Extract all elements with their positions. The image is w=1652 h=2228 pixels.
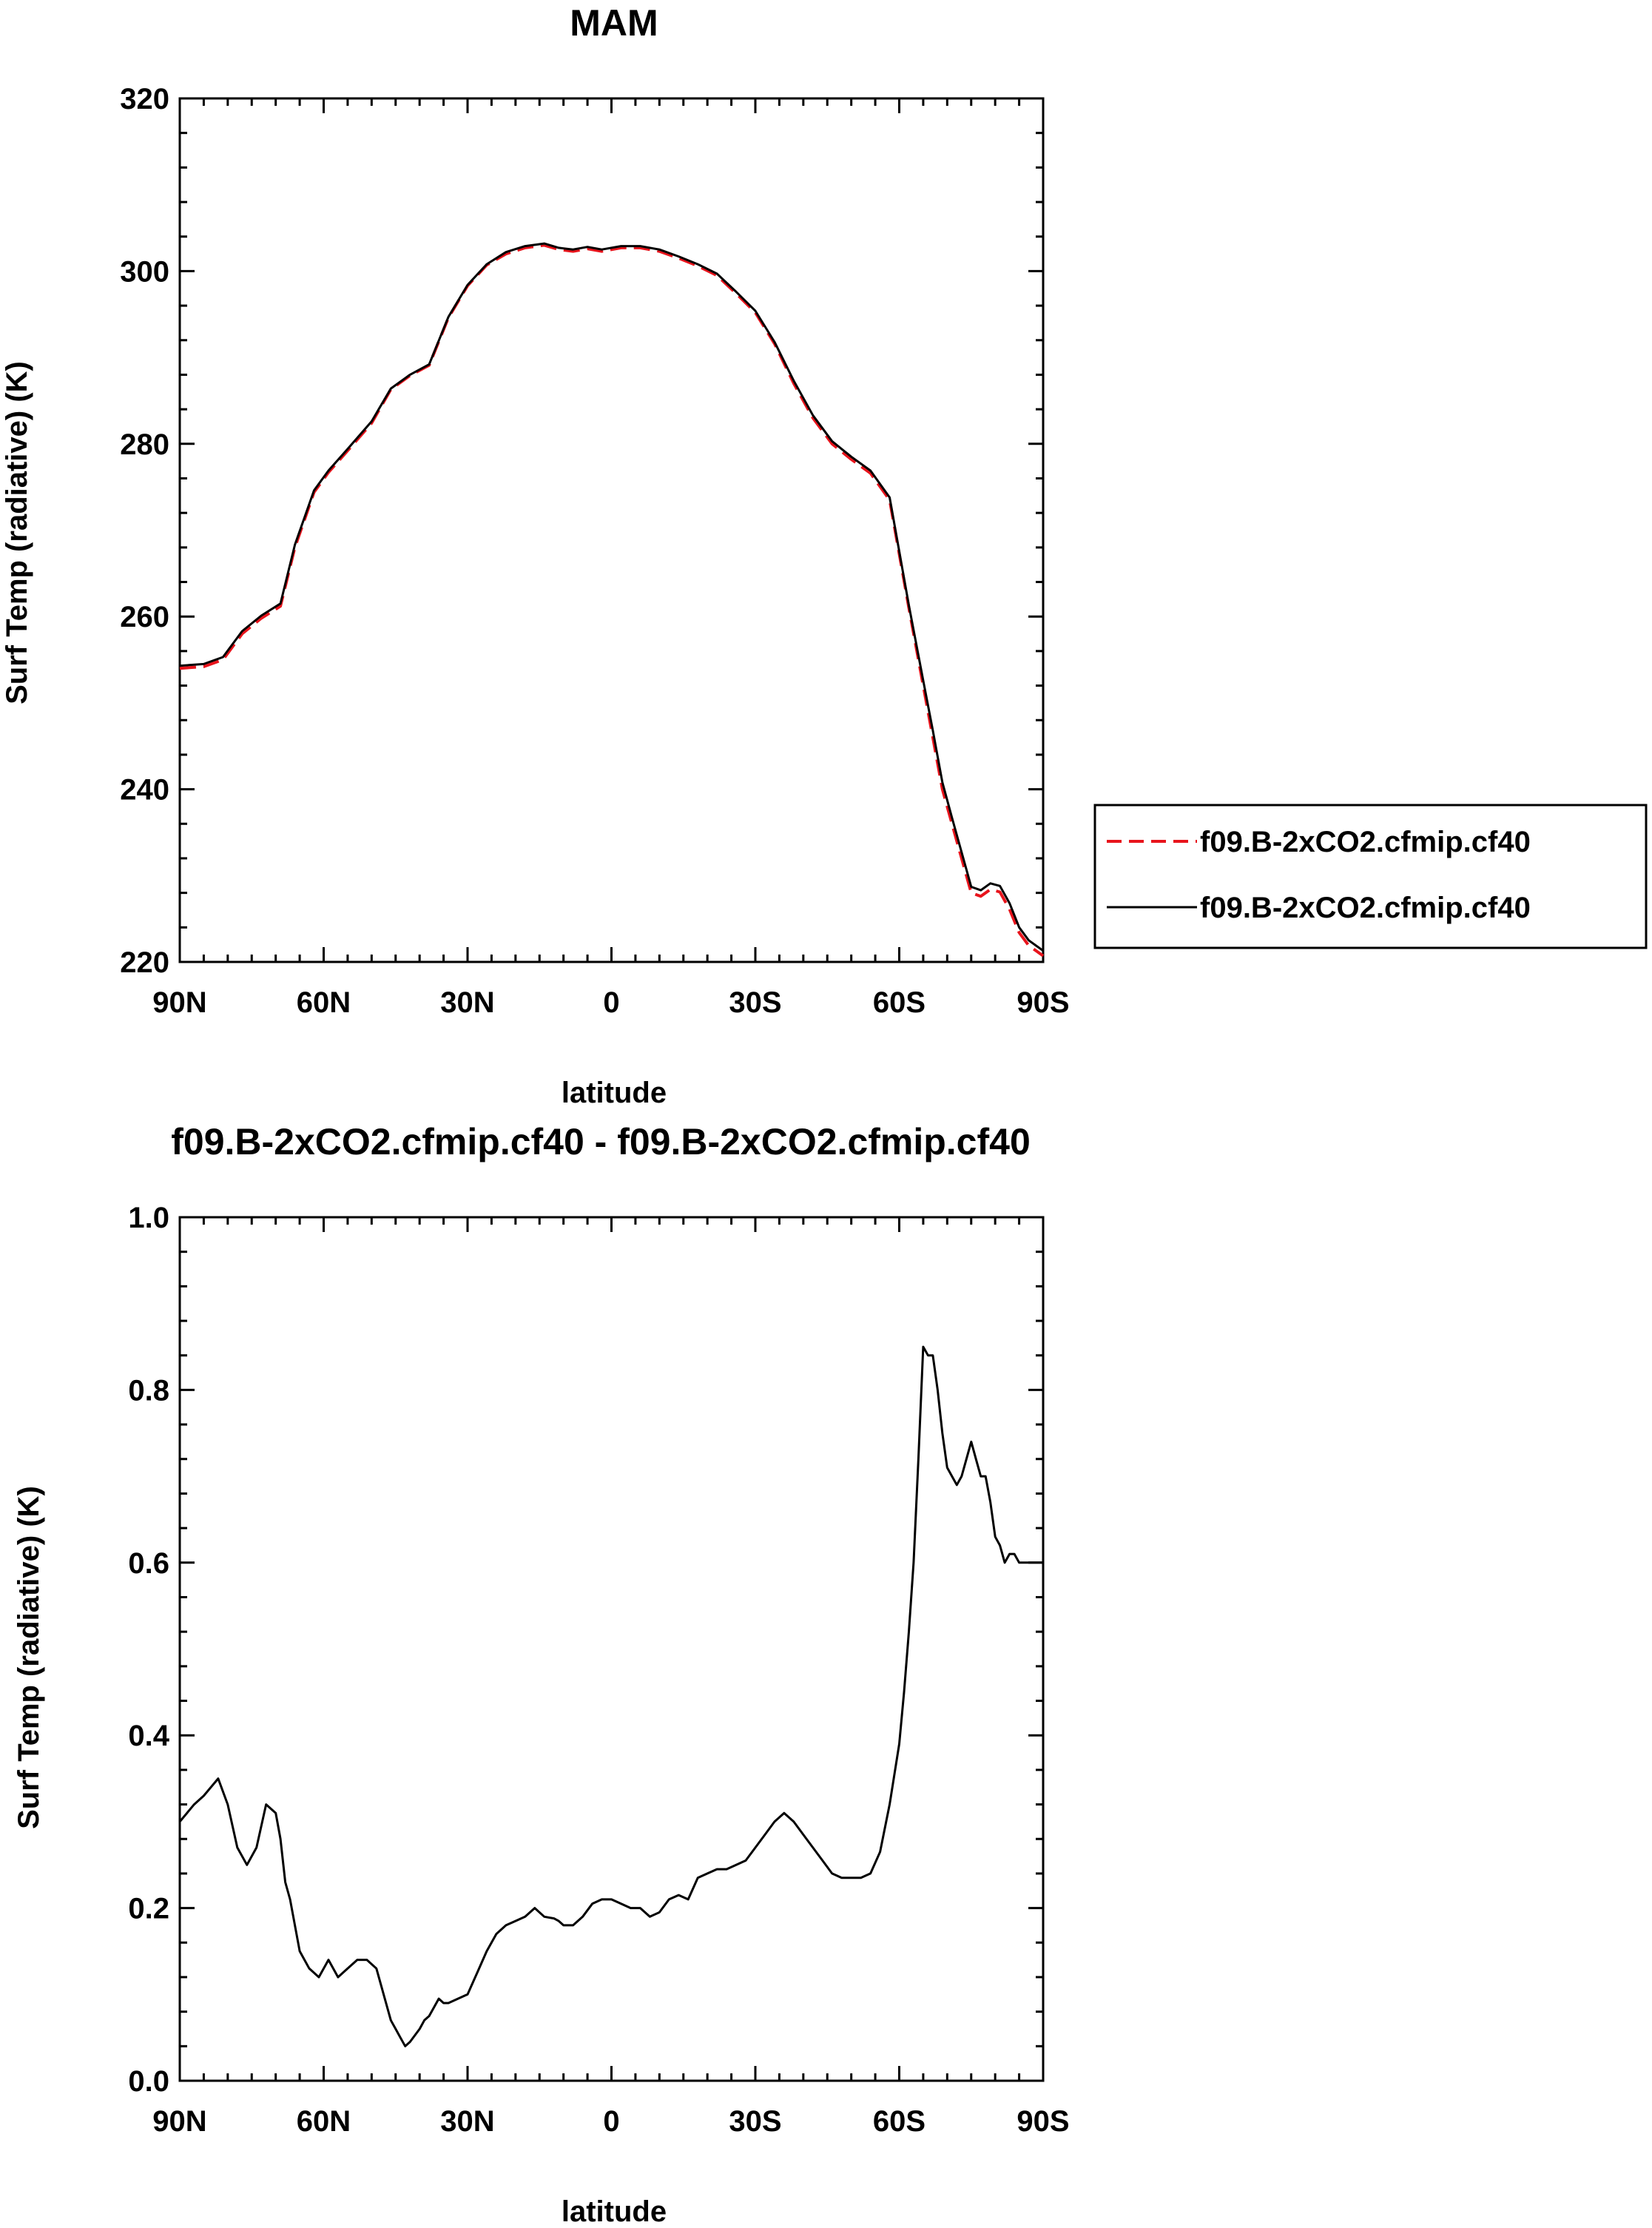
top-plot-area: 90N 60N 30N 0 30S 60S 90S 220 240 260 280 300 320 bbox=[120, 83, 1069, 1019]
top-panel: MAM 90N 60N 30N 0 30S 60S 90S 220 240 260 280 300 32… bbox=[1, 2, 1070, 1109]
top-x-tick-label: 0 bbox=[603, 986, 619, 1019]
legend-box bbox=[1093, 804, 1648, 949]
bottom-x-tick-label: 0 bbox=[603, 2105, 619, 2138]
bottom-y-tick-label: 0.6 bbox=[128, 1547, 169, 1580]
top-y-tick-label: 300 bbox=[120, 255, 169, 288]
bottom-y-tick-label: 0.8 bbox=[128, 1374, 169, 1407]
bottom-y-tick-label: 0.4 bbox=[128, 1720, 169, 1752]
top-y-tick-label: 260 bbox=[120, 601, 169, 633]
top-y-axis-label: Surf Temp (radiative) (K) bbox=[1, 361, 33, 704]
top-x-tick-label: 90N bbox=[152, 986, 206, 1019]
bottom-y-tick-label: 1.0 bbox=[128, 1202, 169, 1234]
bottom-y-tick-label: 0.0 bbox=[128, 2065, 169, 2098]
bottom-chart-title: f09.B-2xCO2.cfmip.cf40 - f09.B-2xCO2.cfm… bbox=[171, 1121, 1031, 1162]
top-x-tick-label: 90S bbox=[1017, 986, 1069, 1019]
bottom-x-tick-label: 30S bbox=[729, 2105, 781, 2138]
bottom-series-line-1 bbox=[178, 1345, 1043, 2047]
top-x-tick-label: 30S bbox=[729, 986, 781, 1019]
legend-entry-1: f09.B-2xCO2.cfmip.cf40 bbox=[1200, 826, 1531, 858]
top-plot-frame bbox=[178, 97, 1045, 963]
top-x-tick-label: 60S bbox=[873, 986, 926, 1019]
top-y-tick-label: 280 bbox=[120, 428, 169, 461]
bottom-panel: f09.B-2xCO2.cfmip.cf40 - f09.B-2xCO2.cfm… bbox=[13, 1121, 1070, 2228]
top-y-tick-label: 240 bbox=[120, 774, 169, 807]
top-x-axis-label: latitude bbox=[562, 1077, 667, 1109]
bottom-x-tick-label: 30N bbox=[440, 2105, 494, 2138]
legend-entry-2: f09.B-2xCO2.cfmip.cf40 bbox=[1200, 892, 1531, 924]
top-series-line-1 bbox=[179, 243, 1045, 957]
bottom-plot-area: 90N 60N 30N 0 30S 60S 90S 0.0 0.2 0.4 0.6 0.8 1.0 bbox=[128, 1202, 1069, 2138]
top-series-line-2 bbox=[179, 242, 1044, 952]
bottom-x-axis-label: latitude bbox=[562, 2195, 667, 2228]
top-x-tick-label: 30N bbox=[440, 986, 494, 1019]
top-y-tick-label: 220 bbox=[120, 946, 169, 979]
bottom-plot-frame bbox=[178, 1216, 1045, 2082]
bottom-x-tick-label: 60S bbox=[873, 2105, 926, 2138]
bottom-y-axis-label: Surf Temp (radiative) (K) bbox=[13, 1486, 45, 1829]
bottom-x-tick-label: 90S bbox=[1017, 2105, 1069, 2138]
top-chart-title: MAM bbox=[570, 2, 658, 44]
bottom-x-tick-label: 90N bbox=[152, 2105, 206, 2138]
top-y-tick-label: 320 bbox=[120, 83, 169, 115]
top-x-tick-label: 60N bbox=[297, 986, 351, 1019]
bottom-x-tick-label: 60N bbox=[297, 2105, 351, 2138]
bottom-y-tick-label: 0.2 bbox=[128, 1893, 169, 1925]
legend: f09.B-2xCO2.cfmip.cf40 f09.B-2xCO2.cfmip… bbox=[1093, 804, 1648, 949]
